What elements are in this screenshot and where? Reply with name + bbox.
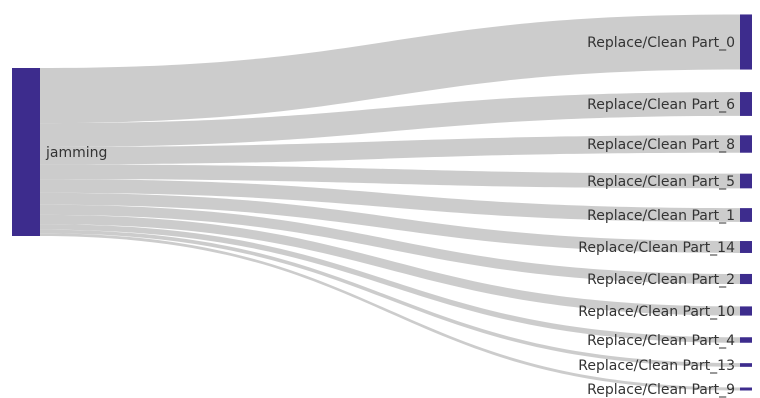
target-label: Replace/Clean Part_9	[587, 382, 735, 398]
link-replace-clean-part-13[interactable]	[40, 229, 740, 367]
link-replace-clean-part-9[interactable]	[40, 233, 740, 391]
link-replace-clean-part-1[interactable]	[40, 179, 740, 222]
target-label: Replace/Clean Part_8	[587, 137, 735, 153]
target-label: Replace/Clean Part_13	[578, 358, 735, 374]
target-label: Replace/Clean Part_1	[587, 208, 735, 224]
target-node-replace-clean-part-10[interactable]	[740, 306, 752, 316]
link-replace-clean-part-0[interactable]	[40, 14, 740, 124]
links-layer	[40, 14, 740, 391]
target-node-replace-clean-part-8[interactable]	[740, 135, 752, 153]
source-label: jamming	[45, 145, 107, 161]
link-replace-clean-part-2[interactable]	[40, 204, 740, 285]
target-label: Replace/Clean Part_2	[587, 272, 735, 288]
target-node-replace-clean-part-2[interactable]	[740, 273, 752, 285]
link-replace-clean-part-4[interactable]	[40, 224, 740, 343]
target-node-replace-clean-part-13[interactable]	[740, 363, 752, 367]
target-node-replace-clean-part-1[interactable]	[740, 208, 752, 222]
target-node-replace-clean-part-5[interactable]	[740, 173, 752, 189]
target-label: Replace/Clean Part_6	[587, 97, 735, 113]
nodes-layer	[12, 14, 752, 391]
target-label: Replace/Clean Part_4	[587, 333, 735, 349]
target-node-replace-clean-part-6[interactable]	[740, 92, 752, 116]
target-label: Replace/Clean Part_0	[587, 35, 735, 51]
target-node-replace-clean-part-4[interactable]	[740, 337, 752, 343]
link-replace-clean-part-8[interactable]	[40, 135, 740, 165]
link-replace-clean-part-14[interactable]	[40, 192, 740, 253]
target-label: Replace/Clean Part_10	[578, 304, 735, 320]
target-label: Replace/Clean Part_5	[587, 174, 735, 190]
link-replace-clean-part-6[interactable]	[40, 92, 740, 147]
link-replace-clean-part-5[interactable]	[40, 164, 740, 189]
target-label: Replace/Clean Part_14	[578, 240, 735, 256]
source-node-jamming[interactable]	[12, 68, 40, 236]
target-node-replace-clean-part-14[interactable]	[740, 241, 752, 253]
target-node-replace-clean-part-9[interactable]	[740, 387, 752, 391]
link-replace-clean-part-10[interactable]	[40, 214, 740, 316]
target-node-replace-clean-part-0[interactable]	[740, 14, 752, 70]
labels-layer: jamming Replace/Clean Part_0 Replace/Clea…	[45, 35, 735, 398]
